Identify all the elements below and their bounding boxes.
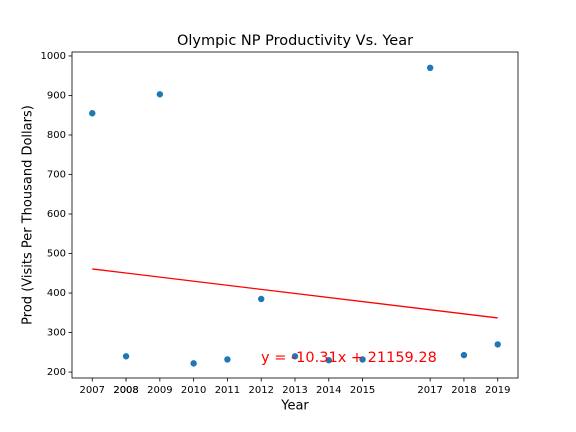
x-tick-label: 2007: [80, 385, 105, 396]
plot-frame: [71, 51, 519, 379]
x-tick-label: 2019: [485, 385, 510, 396]
x-tick-label: 2013: [282, 385, 307, 396]
x-axis-label: Year: [280, 399, 309, 414]
y-tick-label: 200: [47, 367, 66, 378]
x-tick-label: 2014: [316, 385, 341, 396]
x-tick-label: 2015: [350, 385, 375, 396]
y-tick-label: 600: [47, 209, 66, 220]
point: [359, 356, 366, 363]
x-tick-label: 2010: [181, 385, 206, 396]
point: [291, 353, 299, 360]
annotation: y = -10.31x + 21159.28: [261, 350, 437, 366]
trend-line: [92, 268, 498, 319]
point: [89, 110, 96, 117]
point: [156, 91, 164, 98]
y-tick-label: 300: [47, 328, 66, 339]
point: [325, 357, 332, 364]
x-tick-label: 2008: [113, 385, 138, 396]
point: [224, 356, 231, 363]
point: [494, 341, 501, 348]
point: [122, 353, 130, 360]
y-tick-label: 900: [47, 90, 66, 101]
y-tick-label: 1000: [41, 51, 66, 62]
point: [190, 360, 197, 367]
point: [426, 64, 434, 72]
x-tick-label: 2018: [451, 385, 476, 396]
point: [460, 351, 468, 359]
x-tick-label: 2008: [113, 385, 138, 396]
y-tick-label: 500: [47, 249, 66, 260]
point: [258, 295, 265, 303]
x-tick-label: 2011: [215, 385, 240, 396]
x-tick-label: 2012: [248, 385, 273, 396]
x-tick-label: 2009: [147, 385, 172, 396]
y-tick-label: 800: [47, 130, 66, 141]
y-tick-label: 700: [47, 169, 66, 180]
y-tick-label: 400: [47, 288, 66, 299]
y-axis-label: Prod (Visits Per Thousand Dollars): [21, 105, 36, 325]
chart-title: Olympic NP Productivity Vs. Year: [177, 33, 413, 49]
x-tick-label: 2017: [417, 385, 442, 396]
